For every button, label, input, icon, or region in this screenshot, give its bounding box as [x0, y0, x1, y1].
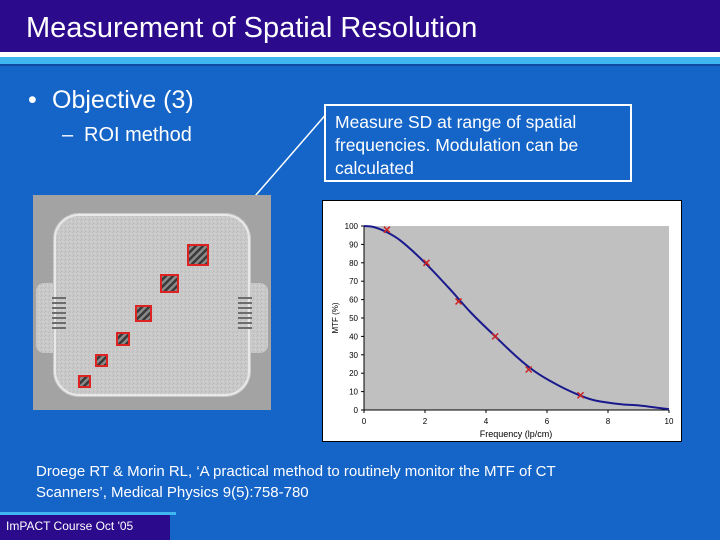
footer-accent	[0, 512, 176, 515]
x-tick-label: 2	[423, 417, 428, 426]
title-underline	[0, 52, 720, 57]
data-point-marker	[455, 297, 463, 305]
roi-box	[135, 305, 152, 322]
y-tick-label: 80	[349, 259, 358, 268]
y-tick-label: 70	[349, 277, 358, 286]
roi-box	[95, 354, 108, 367]
data-point-marker	[422, 259, 431, 267]
mtf-markers	[383, 226, 585, 399]
callout-line: Measure SD at range of spatial	[335, 112, 577, 132]
reference-citation: Droege RT & Morin RL, ‘A practical metho…	[36, 461, 696, 503]
reference-line: Droege RT & Morin RL, ‘A practical metho…	[36, 463, 556, 480]
roi-box	[160, 274, 179, 293]
accent-stripe-shadow	[0, 64, 720, 66]
reference-line: Scanners’, Medical Physics 9(5):758-780	[36, 484, 309, 501]
y-tick-label: 90	[349, 240, 358, 249]
roi-box	[78, 375, 91, 388]
y-tick-label: 60	[349, 296, 358, 305]
y-axis-label: MTF (%)	[331, 302, 340, 333]
callout-line: frequencies. Modulation can be	[335, 135, 579, 155]
y-tick-label: 0	[354, 406, 359, 415]
mtf-chart: 0 10 20 30 40 50 60 70 80 90 100 0 2 4 6 8 10 MTF (%) F…	[322, 200, 682, 442]
bullet-text: Objective (3)	[52, 86, 194, 114]
roi-box	[116, 332, 130, 346]
data-point-marker	[383, 226, 391, 234]
mtf-chart-svg: 0 10 20 30 40 50 60 70 80 90 100 0 2 4 6 8 10 MTF (%) F…	[331, 222, 674, 439]
footer-bar	[0, 512, 170, 540]
y-tick-label: 100	[345, 222, 359, 231]
y-tick-label: 10	[349, 388, 358, 397]
roi-box	[187, 244, 209, 266]
sub-bullet-text: ROI method	[84, 124, 192, 146]
sub-bullet-marker: –	[62, 124, 74, 146]
x-tick-label: 0	[362, 417, 367, 426]
y-tick-label: 40	[349, 332, 358, 341]
y-tick-label: 30	[349, 351, 358, 360]
x-tick-label: 6	[545, 417, 550, 426]
accent-stripe	[0, 57, 720, 64]
x-axis-label: Frequency (lp/cm)	[480, 429, 553, 439]
roi-boxes	[78, 244, 209, 388]
title-bar	[0, 0, 720, 52]
y-tick-label: 50	[349, 314, 358, 323]
data-point-marker	[577, 391, 585, 399]
sub-bullet-roi-method: – ROI method	[62, 124, 192, 147]
y-tick-label: 20	[349, 369, 358, 378]
callout-line: calculated	[335, 158, 414, 178]
data-point-marker	[525, 365, 533, 374]
ct-phantom-drawing	[33, 195, 271, 410]
mtf-curve	[363, 225, 670, 411]
x-tick-label: 10	[665, 417, 674, 426]
x-tick-label: 4	[484, 417, 489, 426]
x-axis-ticks: 0 2 4 6 8 10	[362, 410, 674, 426]
bullet-objective: • Objective (3)	[28, 86, 194, 115]
plot-area	[364, 226, 669, 410]
data-point-marker	[491, 332, 499, 340]
y-axis-ticks: 0 10 20 30 40 50 60 70 80 90 100	[345, 222, 364, 415]
callout-box: Measure SD at range of spatial frequenci…	[324, 104, 632, 182]
bullet-marker: •	[28, 86, 37, 114]
slide-title: Measurement of Spatial Resolution	[26, 12, 478, 44]
ct-phantom-image	[33, 195, 271, 410]
x-tick-label: 8	[606, 417, 611, 426]
footer-course-label: ImPACT Course Oct '05	[6, 519, 134, 533]
